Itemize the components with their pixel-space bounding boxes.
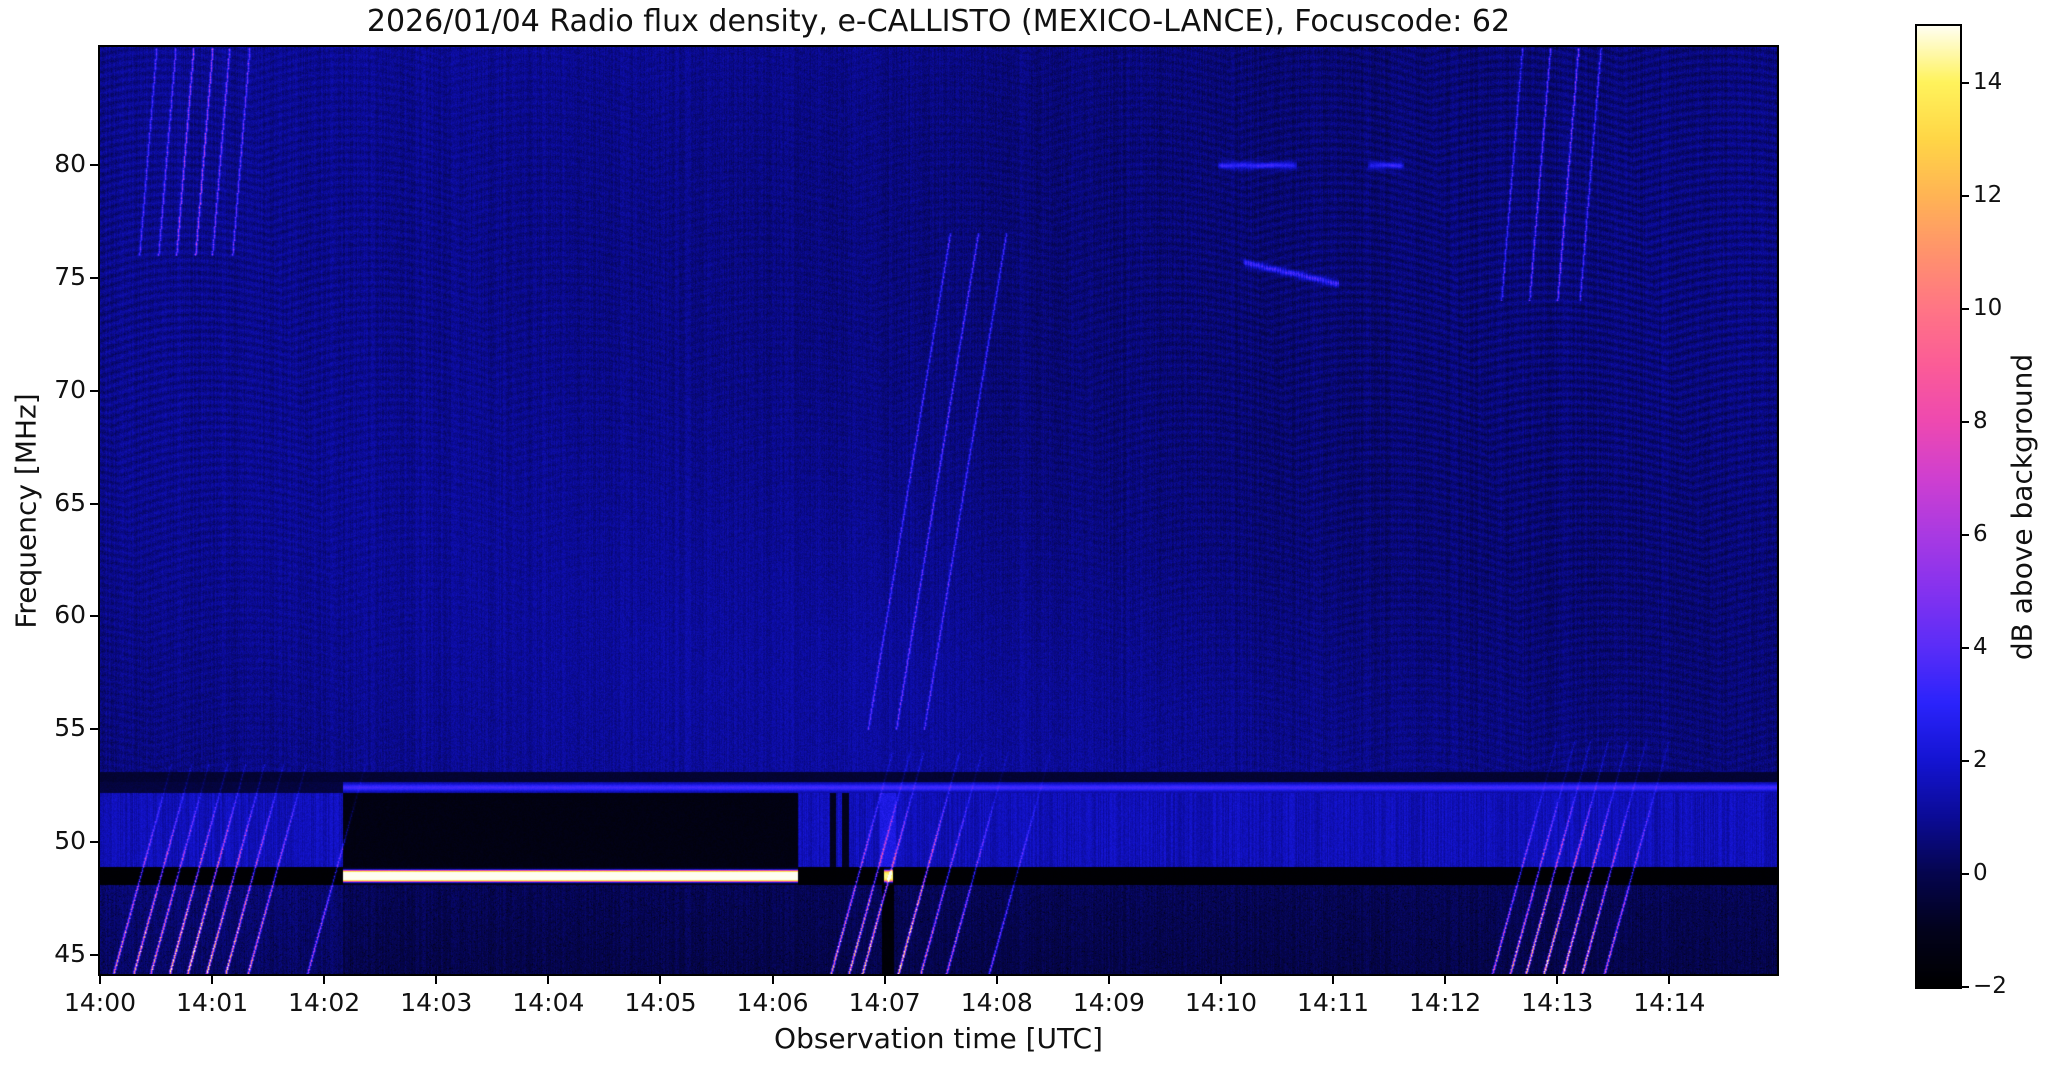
x-tick [323,976,326,984]
x-tick-label: 14:11 [1297,988,1370,1017]
y-tick [90,389,98,392]
x-axis-label: Observation time [UTC] [774,1022,1103,1055]
x-tick [995,976,998,984]
x-tick-label: 14:10 [1184,988,1257,1017]
x-tick-label: 14:04 [512,988,585,1017]
colorbar-tick-label: −2 [1973,973,2007,999]
colorbar-tick-label: 12 [1973,181,2003,208]
y-tick-label: 65 [54,487,86,517]
x-tick [1107,976,1110,984]
x-tick [547,976,550,984]
colorbar-tick [1962,533,1969,536]
colorbar-tick [1962,872,1969,875]
x-tick-label: 14:09 [1072,988,1145,1017]
colorbar-tick-label: 2 [1973,746,1988,773]
x-tick [1219,976,1222,984]
colorbar-tick [1962,986,1969,988]
colorbar-tick [1962,81,1969,84]
x-tick [883,976,886,984]
colorbar-tick [1962,420,1969,423]
spectrogram-canvas [100,47,1777,974]
x-tick-label: 14:02 [288,988,361,1017]
colorbar-label: dB above background [2005,353,2039,660]
y-tick-label: 75 [54,261,86,291]
x-tick-label: 14:08 [960,988,1033,1017]
y-tick-label: 80 [54,149,86,179]
y-tick-label: 70 [54,374,86,404]
x-tick-label: 14:14 [1633,988,1706,1017]
x-tick-label: 14:12 [1409,988,1482,1017]
y-tick-label: 55 [54,713,86,743]
plot-border [98,45,1779,976]
x-tick [435,976,438,984]
x-tick [1668,976,1671,984]
y-tick [90,728,98,731]
x-tick [659,976,662,984]
colorbar-tick [1962,307,1969,310]
x-tick-label: 14:00 [63,988,137,1017]
y-tick [90,841,98,844]
x-tick-label: 14:03 [400,988,473,1017]
chart-title: 2026/01/04 Radio flux density, e-CALLIST… [366,4,1511,39]
colorbar-tick [1962,646,1969,649]
x-tick-label: 14:06 [736,988,809,1017]
x-tick [771,976,774,984]
colorbar-tick-label: 6 [1973,520,1988,547]
colorbar-tick-label: 0 [1973,859,1988,886]
y-tick-label: 50 [54,826,86,856]
y-tick-label: 60 [54,600,86,630]
x-tick [211,976,214,984]
y-tick [90,502,98,505]
x-tick [1444,976,1447,984]
colorbar [1915,24,1962,989]
x-tick-label: 14:01 [176,988,249,1017]
colorbar-tick-label: 14 [1973,68,2003,95]
colorbar-tick-label: 4 [1973,633,1988,660]
x-tick-label: 14:13 [1521,988,1594,1017]
colorbar-tick-label: 10 [1973,294,2003,321]
colorbar-tick [1962,759,1969,762]
colorbar-tick [1962,194,1969,197]
x-tick-label: 14:05 [624,988,697,1017]
colorbar-tick-label: 8 [1973,407,1988,434]
y-tick [90,276,98,279]
y-tick [90,164,98,167]
y-tick [90,954,98,957]
x-tick [1556,976,1559,984]
y-tick [90,615,98,618]
y-tick-label: 45 [54,939,86,969]
x-tick-label: 14:07 [848,988,921,1017]
x-tick [1332,976,1335,984]
x-tick [99,976,101,984]
colorbar-canvas [1917,26,1960,987]
